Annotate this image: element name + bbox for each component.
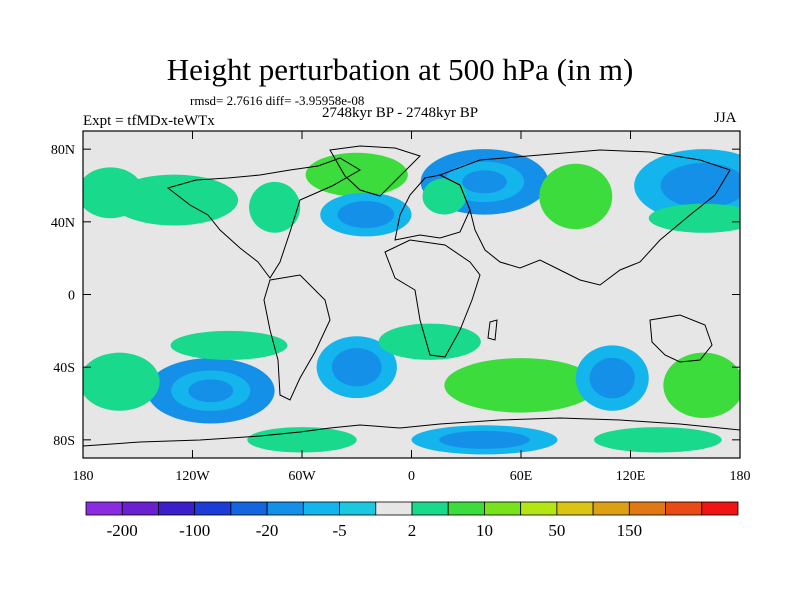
coastline-australia: [649, 314, 713, 363]
colorbar: -200 -100 -20 -5 2 10 50 150: [85, 501, 739, 540]
anomaly-region: [247, 427, 357, 453]
colorbar-label: -20: [256, 521, 279, 540]
colorbar-label: -100: [179, 521, 210, 540]
colorbar-label: 150: [617, 521, 643, 540]
anomaly-region: [170, 330, 288, 360]
colorbar-swatch: [375, 501, 413, 516]
chart-title: Height perturbation at 500 hPa (in m): [166, 52, 634, 87]
x-tick-label: 180: [73, 469, 94, 484]
colorbar-label: -5: [332, 521, 346, 540]
x-tick-label: 180: [730, 469, 751, 484]
anomaly-layer: [83, 149, 740, 455]
colorbar-swatch: [556, 501, 594, 516]
anomaly-core: [188, 379, 234, 403]
colorbar-label: 50: [548, 521, 565, 540]
chart-subtitle: rmsd= 2.7616 diff= -3.95958e-08: [190, 93, 365, 108]
colorbar-swatch: [194, 501, 232, 516]
season-label: JJA: [714, 110, 737, 126]
colorbar-swatch: [411, 501, 449, 516]
anomaly-region: [422, 178, 467, 215]
colorbar-swatch: [484, 501, 522, 516]
experiment-label: Expt = tfMDx-teWTx: [83, 113, 215, 129]
coastline-north-america: [166, 157, 361, 279]
anomaly-core: [337, 201, 395, 229]
period-label: 2748kyr BP - 2748kyr BP: [322, 105, 479, 121]
anomaly-core: [462, 170, 507, 194]
anomaly-core: [439, 430, 530, 449]
x-tick-label: 60E: [510, 469, 533, 484]
colorbar-swatch: [701, 501, 739, 516]
colorbar-swatch: [121, 501, 159, 516]
anomaly-region: [594, 427, 722, 453]
colorbar-label: -200: [107, 521, 138, 540]
colorbar-swatch: [592, 501, 630, 516]
colorbar-swatch: [520, 501, 558, 516]
x-tick-label: 120W: [175, 469, 210, 484]
anomaly-core: [678, 365, 729, 406]
coastline-africa: [384, 239, 481, 358]
anomaly-core: [553, 176, 599, 217]
anomaly-core: [589, 357, 635, 399]
colorbar-swatch: [302, 501, 340, 516]
anomaly-region: [83, 352, 160, 411]
coastlines: [83, 145, 740, 447]
y-tick-label: 80S: [53, 434, 75, 449]
y-tick-label: 40S: [53, 361, 75, 376]
colorbar-swatch: [230, 501, 268, 516]
anomaly-region: [378, 323, 481, 360]
anomaly-region: [648, 203, 740, 233]
x-tick-label: 60W: [288, 469, 316, 484]
y-tick-label: 0: [68, 289, 75, 304]
x-tick-label: 0: [408, 469, 415, 484]
colorbar-label: 10: [476, 521, 493, 540]
axes: 180 120W 60W 0 60E 120E 180 80N 40N 0 40S 80S: [51, 131, 751, 484]
coastline-greenland: [329, 145, 421, 197]
colorbar-swatch: [266, 501, 304, 516]
anomaly-core: [473, 368, 569, 403]
coastline-south-america: [263, 274, 331, 401]
colorbar-swatch: [665, 501, 703, 516]
colorbar-swatch: [339, 501, 377, 516]
anomaly-region: [83, 167, 144, 219]
colorbar-label: 2: [408, 521, 417, 540]
colorbar-swatch: [447, 501, 485, 516]
colorbar-swatch: [85, 501, 123, 516]
y-tick-label: 40N: [51, 216, 75, 231]
y-tick-label: 80N: [51, 143, 75, 158]
anomaly-region: [249, 181, 301, 233]
coastline-antarctica: [83, 417, 740, 447]
anomaly-core: [660, 162, 740, 209]
x-tick-label: 120E: [616, 469, 646, 484]
anomaly-core: [331, 348, 382, 387]
map-layer: [83, 131, 740, 458]
colorbar-swatch: [158, 501, 196, 516]
coastline-asia: [438, 149, 731, 286]
colorbar-swatch: [628, 501, 666, 516]
coastline-madagascar: [487, 319, 498, 341]
